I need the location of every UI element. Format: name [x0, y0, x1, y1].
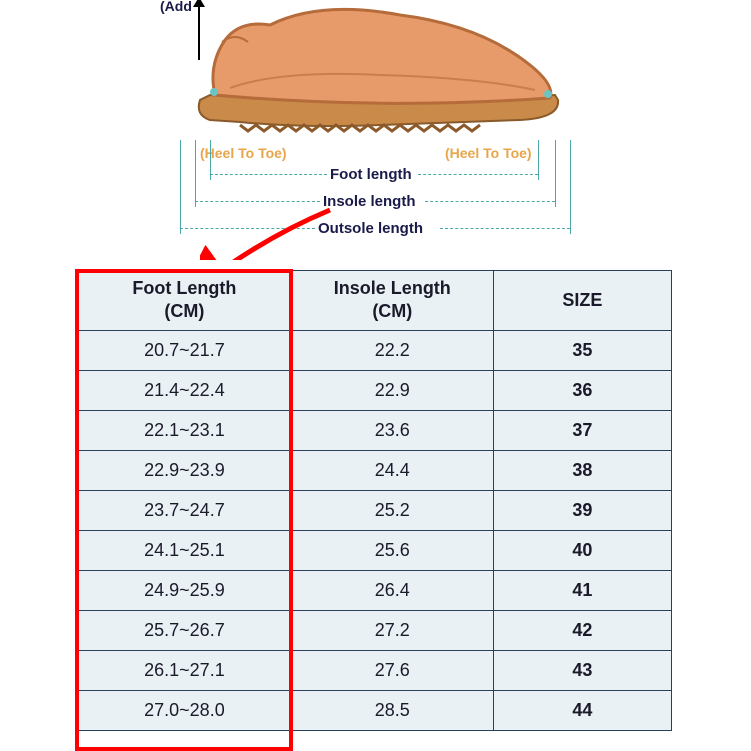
- cell-insole-length: 27.2: [291, 610, 493, 650]
- cell-foot-length: 24.9~25.9: [78, 570, 292, 610]
- table-row: 25.7~26.727.242: [78, 610, 672, 650]
- cell-insole-length: 27.6: [291, 650, 493, 690]
- cell-size: 37: [493, 410, 671, 450]
- cell-insole-length: 22.2: [291, 330, 493, 370]
- insole-length-label: Insole length: [323, 193, 416, 210]
- cell-foot-length: 23.7~24.7: [78, 490, 292, 530]
- cell-foot-length: 20.7~21.7: [78, 330, 292, 370]
- outsole-length-line: [180, 228, 315, 229]
- outsole-length-label: Outsole length: [318, 220, 423, 237]
- cell-insole-length: 23.6: [291, 410, 493, 450]
- cell-insole-length: 22.9: [291, 370, 493, 410]
- table-header-row: Foot Length(CM) Insole Length(CM) SIZE: [78, 271, 672, 331]
- table-row: 26.1~27.127.643: [78, 650, 672, 690]
- table-row: 23.7~24.725.239: [78, 490, 672, 530]
- cell-size: 38: [493, 450, 671, 490]
- cell-foot-length: 26.1~27.1: [78, 650, 292, 690]
- cell-insole-length: 26.4: [291, 570, 493, 610]
- table-row: 21.4~22.422.936: [78, 370, 672, 410]
- heel-to-toe-left: (Heel To Toe): [200, 145, 287, 161]
- cell-foot-length: 22.9~23.9: [78, 450, 292, 490]
- guide-line: [570, 140, 571, 234]
- guide-line: [195, 140, 196, 207]
- cell-insole-length: 25.2: [291, 490, 493, 530]
- guide-line: [555, 140, 556, 207]
- insole-length-line: [195, 201, 320, 202]
- height-arrow: [198, 5, 200, 60]
- cell-size: 35: [493, 330, 671, 370]
- add-label: (Add: [160, 0, 192, 14]
- insole-length-line: [425, 201, 555, 202]
- cell-size: 39: [493, 490, 671, 530]
- cell-size: 40: [493, 530, 671, 570]
- cell-foot-length: 22.1~23.1: [78, 410, 292, 450]
- size-table-container: Foot Length(CM) Insole Length(CM) SIZE 2…: [77, 270, 672, 731]
- cell-foot-length: 25.7~26.7: [78, 610, 292, 650]
- cell-size: 36: [493, 370, 671, 410]
- table-row: 24.9~25.926.441: [78, 570, 672, 610]
- guide-line: [180, 140, 181, 234]
- header-insole-length: Insole Length(CM): [291, 271, 493, 331]
- cell-size: 44: [493, 690, 671, 730]
- foot-length-line: [418, 174, 538, 175]
- cell-insole-length: 24.4: [291, 450, 493, 490]
- guide-line: [538, 140, 539, 180]
- cell-insole-length: 25.6: [291, 530, 493, 570]
- outsole-length-line: [440, 228, 570, 229]
- table-row: 22.1~23.123.637: [78, 410, 672, 450]
- header-size: SIZE: [493, 271, 671, 331]
- foot-length-line: [210, 174, 327, 175]
- table-row: 27.0~28.028.544: [78, 690, 672, 730]
- cell-foot-length: 27.0~28.0: [78, 690, 292, 730]
- heel-to-toe-right: (Heel To Toe): [445, 145, 532, 161]
- foot-length-label: Foot length: [330, 166, 412, 183]
- cell-foot-length: 21.4~22.4: [78, 370, 292, 410]
- cell-size: 41: [493, 570, 671, 610]
- table-row: 24.1~25.125.640: [78, 530, 672, 570]
- cell-insole-length: 28.5: [291, 690, 493, 730]
- cell-size: 42: [493, 610, 671, 650]
- cell-size: 43: [493, 650, 671, 690]
- table-row: 20.7~21.722.235: [78, 330, 672, 370]
- foot-diagram: (Add (Heel To Toe) (Heel To Toe) Foot le…: [0, 0, 751, 260]
- header-foot-length: Foot Length(CM): [78, 271, 292, 331]
- table-row: 22.9~23.924.438: [78, 450, 672, 490]
- cell-foot-length: 24.1~25.1: [78, 530, 292, 570]
- size-table: Foot Length(CM) Insole Length(CM) SIZE 2…: [77, 270, 672, 731]
